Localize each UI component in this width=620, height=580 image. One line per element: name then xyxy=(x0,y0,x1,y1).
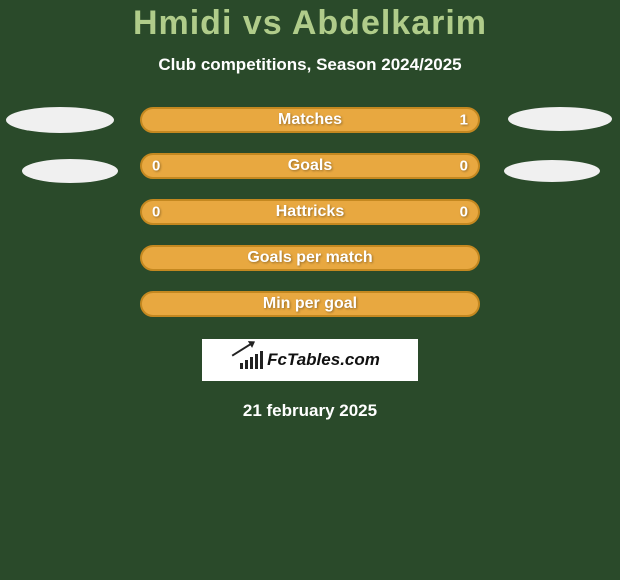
stat-row-goals-per-match: Goals per match xyxy=(140,245,480,271)
stat-left-value: 0 xyxy=(152,204,160,221)
logo-text: FcTables.com xyxy=(267,350,380,370)
player-left-ellipse-1 xyxy=(6,107,114,133)
player-left-ellipse-2 xyxy=(22,159,118,183)
bar-chart-icon xyxy=(240,351,263,369)
page-subtitle: Club competitions, Season 2024/2025 xyxy=(0,55,620,75)
stat-row-goals: 0 Goals 0 xyxy=(140,153,480,179)
stats-area: Matches 1 0 Goals 0 0 Hattricks 0 Goals … xyxy=(0,107,620,421)
stat-row-min-per-goal: Min per goal xyxy=(140,291,480,317)
player-right-ellipse-2 xyxy=(504,160,600,182)
stat-rows: Matches 1 0 Goals 0 0 Hattricks 0 Goals … xyxy=(140,107,480,317)
stat-label: Matches xyxy=(278,111,342,129)
footer-date: 21 february 2025 xyxy=(0,401,620,421)
page-title: Hmidi vs Abdelkarim xyxy=(0,4,620,43)
source-logo: FcTables.com xyxy=(202,339,418,381)
stat-label: Hattricks xyxy=(276,203,344,221)
stat-right-value: 0 xyxy=(460,158,468,175)
stat-right-value: 0 xyxy=(460,204,468,221)
stat-left-value: 0 xyxy=(152,158,160,175)
stat-right-value: 1 xyxy=(460,112,468,129)
page-container: Hmidi vs Abdelkarim Club competitions, S… xyxy=(0,0,620,421)
stat-row-matches: Matches 1 xyxy=(140,107,480,133)
player-right-ellipse-1 xyxy=(508,107,612,131)
stat-label: Goals per match xyxy=(247,249,372,267)
stat-row-hattricks: 0 Hattricks 0 xyxy=(140,199,480,225)
stat-label: Goals xyxy=(288,157,332,175)
stat-label: Min per goal xyxy=(263,295,357,313)
